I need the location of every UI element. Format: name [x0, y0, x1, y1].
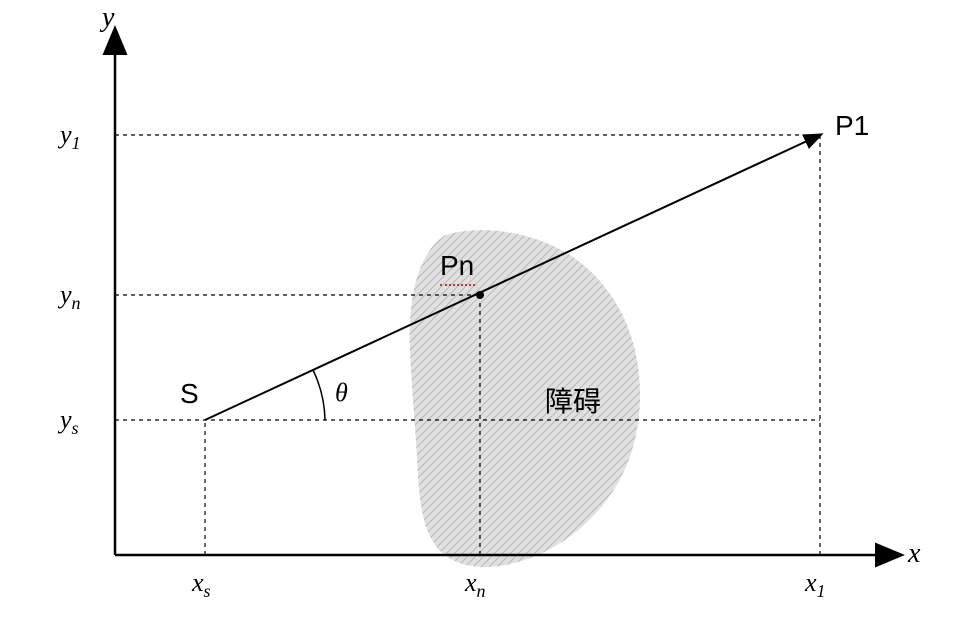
- point-s-label: S: [180, 378, 199, 410]
- coordinate-diagram: [0, 0, 971, 640]
- y-axis-label: y: [102, 2, 114, 34]
- ytick-ys: ys: [60, 405, 79, 439]
- angle-arc: [313, 370, 325, 420]
- obstacle-label: 障碍: [545, 380, 601, 420]
- ytick-yn: yn: [60, 280, 81, 314]
- xtick-xn: xn: [465, 568, 486, 602]
- point-p1-label: P1: [835, 110, 869, 142]
- point-pn-label: Pn: [440, 250, 474, 282]
- point-pn-dot: [476, 291, 484, 299]
- ytick-y1: y1: [60, 120, 81, 154]
- x-axis-label: x: [908, 538, 920, 570]
- pn-underline: [440, 282, 475, 286]
- xtick-x1: x1: [805, 568, 826, 602]
- angle-theta-label: θ: [335, 378, 348, 408]
- xtick-xs: xs: [192, 568, 211, 602]
